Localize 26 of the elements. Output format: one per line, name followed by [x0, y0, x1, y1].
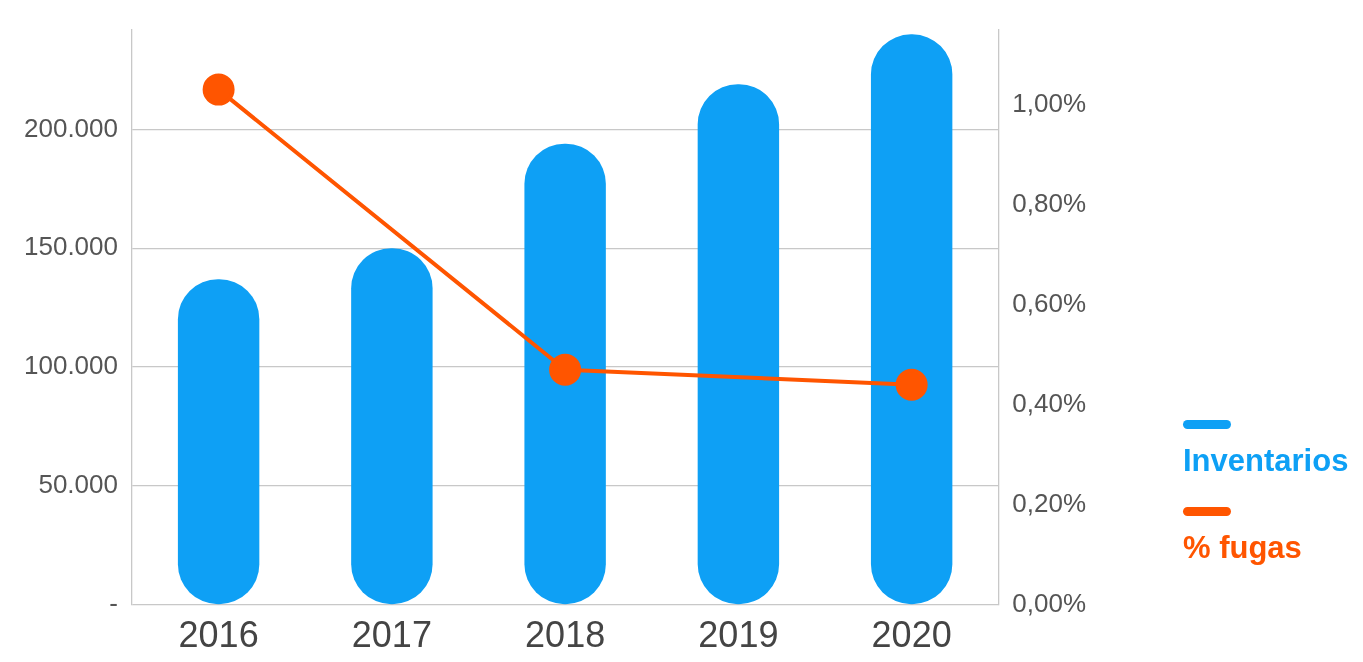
legend-label: Inventarios	[1183, 443, 1349, 479]
bar	[524, 143, 606, 605]
point	[202, 73, 235, 106]
point	[895, 368, 928, 401]
y2-tick-label: 0,20%	[1012, 487, 1087, 518]
y2-tick-label: 0,60%	[1012, 287, 1087, 318]
x-tick-label: 2020	[871, 614, 952, 656]
bar	[870, 34, 953, 605]
y-tick-label: 100.000	[24, 350, 118, 381]
y-tick-label: -	[109, 587, 118, 618]
y-tick-label: 150.000	[24, 231, 118, 262]
x-tick-label: 2016	[178, 614, 259, 656]
y2-tick-label: 0,00%	[1012, 587, 1087, 618]
x-tick-label: 2017	[351, 614, 432, 656]
y-tick-label: 50.000	[38, 469, 118, 500]
y2-tick-label: 1,00%	[1012, 87, 1087, 118]
x-tick-label: 2018	[525, 614, 606, 656]
x-tick-label: 2019	[698, 614, 779, 656]
bar	[351, 248, 433, 605]
legend-label: % fugas	[1183, 530, 1303, 566]
bar	[177, 279, 260, 605]
bar	[697, 84, 780, 605]
y2-tick-label: 0,80%	[1012, 187, 1087, 218]
y-tick-label: 200.000	[24, 112, 118, 143]
point	[549, 353, 582, 386]
y2-tick-label: 0,40%	[1012, 387, 1087, 418]
